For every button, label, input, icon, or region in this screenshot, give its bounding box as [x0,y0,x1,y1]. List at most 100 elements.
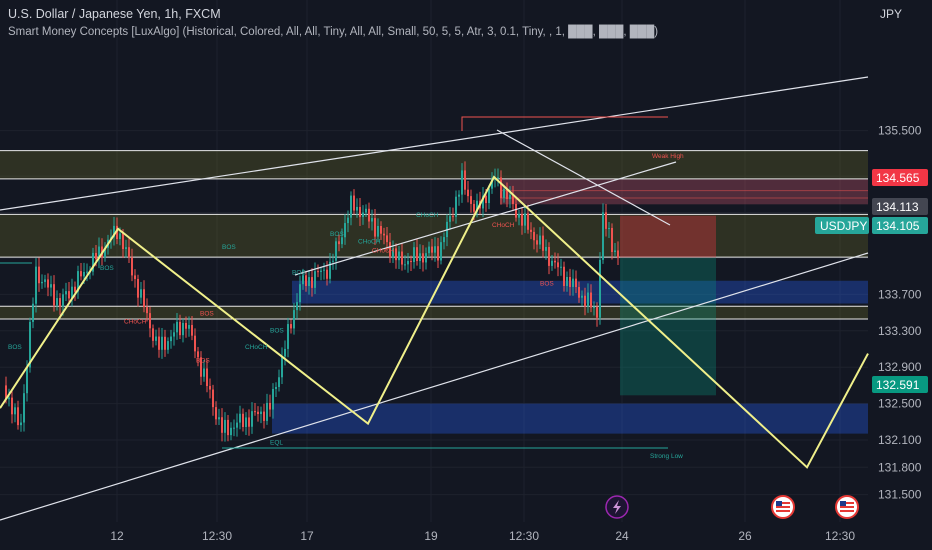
candle-body [26,367,28,394]
price-tag-bg [872,198,928,215]
candle-body [530,229,532,232]
candle-body [332,260,334,262]
candle-body [227,419,229,436]
candle-body [617,250,619,258]
candle-body [158,336,160,350]
candle-body [524,213,526,226]
candle-body [314,271,316,288]
candle-body [434,246,436,253]
candle-body [371,218,373,222]
candle-body [329,261,331,279]
candle-body [605,212,607,229]
candle-body [311,277,313,288]
grid [0,0,868,522]
candle-body [323,269,325,271]
candle-body [575,278,577,288]
price-tag-bg [872,169,928,186]
candle-body [62,294,64,307]
candle-body [272,388,274,410]
candle-body [368,208,370,222]
candle-body [485,195,487,204]
candle-body [236,422,238,428]
candle-body [248,417,250,427]
candle-body [104,247,106,258]
annotation-bos: BOS [222,244,236,251]
candle-body [560,266,562,268]
candle-body [326,269,328,279]
candle-body [140,289,142,298]
indicator-legend[interactable]: Smart Money Concepts [LuxAlgo] (Historic… [8,26,659,38]
candle-body [119,233,121,240]
discount-zone [0,306,868,319]
candle-body [353,195,355,211]
candle-body [512,194,514,204]
annotation-strong-low: Strong Low [650,453,683,460]
weak-high-line [461,116,668,131]
candle-body [506,189,508,200]
zigzag-path [0,175,869,469]
candle-body [488,188,490,204]
candle-body [467,189,469,197]
price-tag-value: 132.591 [876,378,920,392]
candle-body [596,307,598,318]
candle-body [293,310,295,329]
candle-body [416,247,418,262]
candle-body [23,393,25,423]
candle-body [395,248,397,261]
candle-body [422,253,424,263]
candle-body [194,335,196,352]
candle-body [581,295,583,298]
candle-body [74,286,76,292]
candle-body [128,247,130,258]
x-tick-label: 19 [424,529,438,543]
candle-body [407,261,409,265]
candle-body [68,291,70,299]
candle-body [29,321,31,368]
candle-body [533,231,535,241]
candle-body [206,368,208,387]
candle-body [80,271,82,277]
y-tick-label: 133.300 [878,324,922,338]
candle-body [500,177,502,198]
candle-body [41,281,43,284]
annotation-bos: BOS [196,358,210,365]
y-tick-label: 132.900 [878,360,922,374]
candle-body [356,206,358,211]
candle-body [398,251,400,261]
candle-body [458,194,460,197]
x-tick-label: 24 [615,529,629,543]
candle-body [176,321,178,333]
candle-body [152,328,154,341]
candle-body [404,264,406,266]
take-profit-box [620,257,716,396]
candle-body [275,386,277,389]
y-tick-label: 132.100 [878,433,922,447]
candle-body [392,248,394,258]
price-tag-current: 134.105 USDJPY [815,217,928,234]
x-tick-label: 12:30 [202,529,232,543]
candle-body [482,195,484,209]
candle-body [116,225,118,240]
candle-body [170,336,172,342]
zigzag-line [0,175,869,469]
candle-body [428,246,430,254]
candle-body [218,417,220,420]
structure-annotations: BOS BOS BOS BOS BOS CHoCH CHoCH CHoCH BOS BOS BOS C… [8,153,684,460]
candle-body [65,291,67,295]
candle-body [182,322,184,336]
candle-body [380,226,382,234]
candle-body [338,241,340,245]
candle-body [491,178,493,189]
x-tick-label: 12:30 [825,529,855,543]
candle-body [305,275,307,287]
symbol-tag-bg [815,217,869,234]
annotation-bos: BOS [200,310,214,317]
candle-body [167,341,169,350]
stop-loss-box [620,215,716,258]
flag-stripe [776,506,790,508]
lower-channel-line [0,252,869,521]
annotation-choch: CHoCH [492,222,515,229]
candle-body [92,252,94,272]
